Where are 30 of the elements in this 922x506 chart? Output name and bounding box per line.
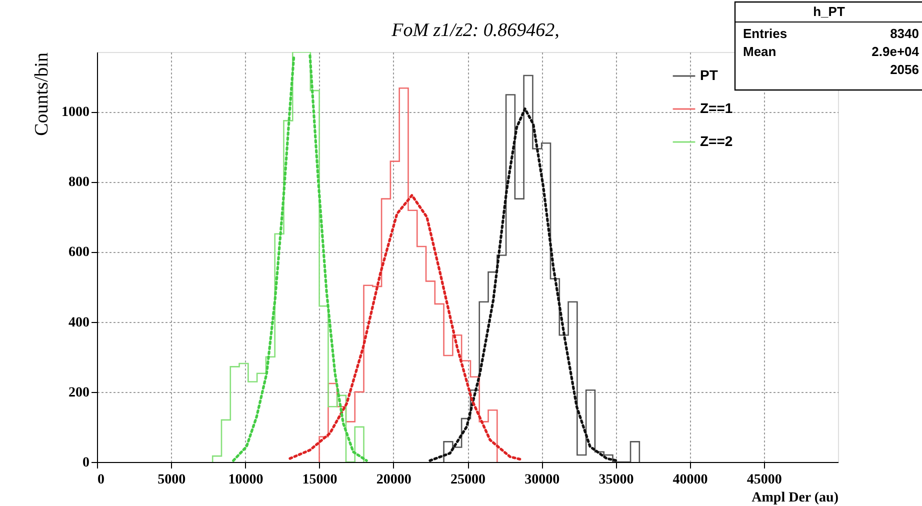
x-tick-label: 30000 [524, 472, 560, 488]
x-tick-label: 40000 [672, 472, 708, 488]
y-tick-label: 800 [68, 175, 90, 190]
y-tick-label: 1000 [62, 105, 90, 120]
legend-label: Z==1 [700, 100, 733, 116]
x-tick-label: 5000 [158, 472, 186, 488]
text: h_PT [813, 4, 845, 19]
y-tick-label: 600 [68, 245, 90, 260]
x-tick-label: 25000 [450, 472, 486, 488]
legend-label: Z==2 [700, 133, 733, 149]
x-tick-label: 10000 [228, 472, 264, 488]
x-tick-label: 0 [98, 472, 104, 488]
text: 8340 [890, 26, 919, 41]
text: Entries [743, 26, 788, 41]
line-series [288, 194, 522, 460]
x-tick-label: 35000 [598, 472, 634, 488]
legend-label: PT [700, 67, 718, 83]
x-axis-title: Ampl Der (au) [752, 490, 839, 506]
text: 2056 [890, 62, 919, 77]
x-tick-label: 15000 [302, 472, 338, 488]
y-tick-label: 0 [82, 456, 90, 470]
text: 2.9e+04 [872, 44, 920, 59]
line-series [428, 107, 618, 462]
chart-title: FoM z1/z2: 0.869462, [390, 20, 560, 41]
y-axis-title: Counts/bin [32, 52, 52, 136]
annotation: Mean [743, 44, 776, 59]
x-tick-label: 20000 [376, 472, 412, 488]
y-tick-label: 200 [68, 385, 90, 400]
y-tick-label: 400 [68, 315, 90, 330]
x-tick-label: 45000 [746, 472, 782, 488]
